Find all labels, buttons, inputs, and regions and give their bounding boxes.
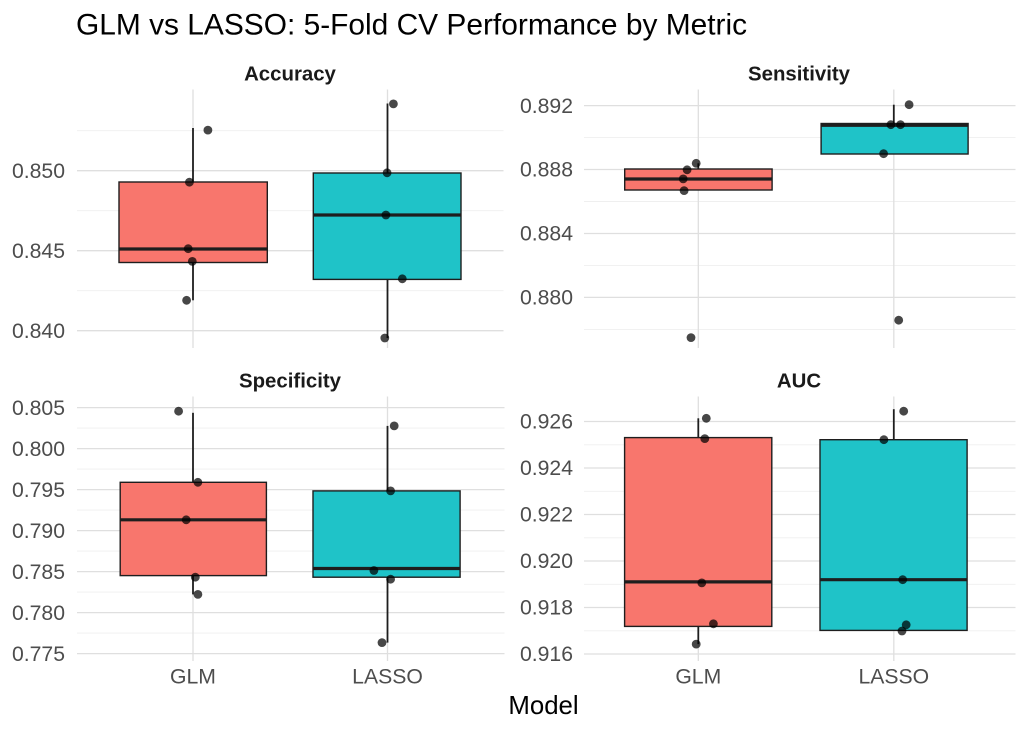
svg-text:Sensitivity: Sensitivity [748,64,851,86]
svg-text:Accuracy: Accuracy [244,64,336,86]
svg-text:0.775: 0.775 [12,643,65,666]
svg-text:0.780: 0.780 [12,602,65,625]
svg-text:0.840: 0.840 [12,320,65,343]
svg-text:0.850: 0.850 [12,160,65,183]
svg-text:GLM: GLM [170,666,216,689]
svg-text:0.805: 0.805 [12,397,65,420]
svg-text:GLM vs LASSO: 5-Fold CV Perfor: GLM vs LASSO: 5-Fold CV Performance by M… [76,9,747,42]
svg-text:0.795: 0.795 [12,479,65,502]
svg-text:0.926: 0.926 [520,411,573,434]
svg-text:0.790: 0.790 [12,520,65,543]
svg-text:0.892: 0.892 [520,95,573,118]
svg-text:0.920: 0.920 [520,550,573,573]
svg-text:LASSO: LASSO [858,666,929,689]
svg-text:Model: Model [508,692,578,720]
svg-text:0.800: 0.800 [12,438,65,461]
svg-text:0.922: 0.922 [520,504,573,527]
svg-text:0.918: 0.918 [520,597,573,620]
svg-text:AUC: AUC [777,371,821,393]
svg-text:0.888: 0.888 [520,159,573,182]
svg-text:0.880: 0.880 [520,287,573,310]
svg-text:0.916: 0.916 [520,643,573,666]
svg-text:0.924: 0.924 [520,457,573,480]
svg-text:0.884: 0.884 [520,223,573,246]
svg-text:LASSO: LASSO [352,666,423,689]
svg-text:Specificity: Specificity [239,371,342,393]
svg-text:0.785: 0.785 [12,561,65,584]
svg-text:GLM: GLM [675,666,721,689]
svg-text:0.845: 0.845 [12,240,65,263]
